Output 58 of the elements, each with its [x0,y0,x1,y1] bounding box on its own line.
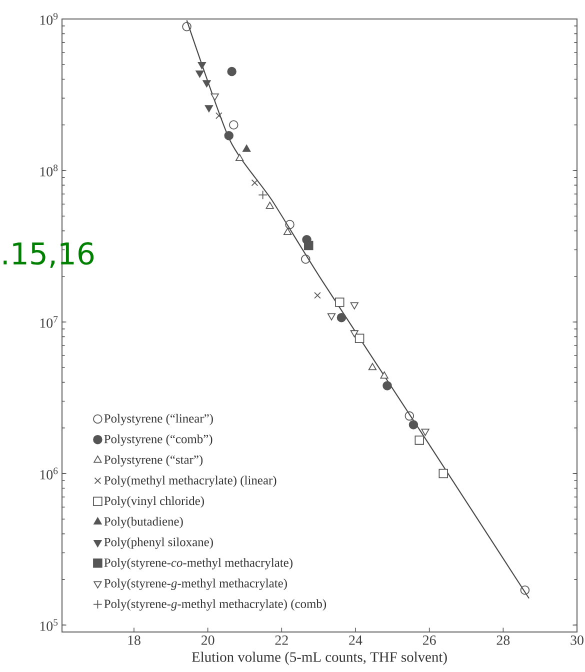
legend-label: Poly(phenyl siloxane) [104,537,213,549]
legend-label: Poly(butadiene) [104,516,183,528]
legend-label: Polystyrene (“star”) [104,455,203,466]
point [382,381,392,390]
legend-label: Poly(styrene-g-methyl methacrylate) [104,578,287,590]
point [285,220,294,230]
x-tick-label: 30 [570,636,584,645]
point [229,120,238,130]
y-tick-label: 10$^{7}$ [40,316,58,328]
point [438,468,448,478]
point [266,202,274,209]
x-tick-label: 24 [349,636,362,645]
y-tick-label: 10$^{5}$ [40,619,58,631]
x-tick-label: 20 [201,636,214,645]
point [404,411,414,421]
point [202,80,211,88]
legend-label: Poly(methyl methacrylate) (linear) [104,476,276,488]
x-tick-label: 22 [275,636,288,645]
point [368,363,377,370]
point [350,302,358,310]
point [182,22,192,32]
point [414,436,424,445]
point [283,228,292,236]
point [198,62,206,70]
legend-label: Poly(styrene-co-methyl methacrylate) [104,558,292,570]
point [236,154,244,162]
point [408,420,418,430]
point [520,586,530,595]
point [380,371,388,379]
point [336,312,346,322]
y-tick-label: 10$^{6}$ [40,468,58,480]
point [242,144,251,152]
legend-label: Polystyrene (“linear”) [104,414,213,426]
legend-label: Poly(vinyl chloride) [104,496,204,508]
point [301,254,310,264]
point [215,112,222,120]
point [204,105,214,112]
x-axis-title: Elution volume (5-mL counts, THF solvent) [192,652,447,665]
point [421,428,430,436]
point [224,130,234,140]
point [210,94,219,101]
point [327,313,336,320]
legend-label: Polystyrene (“comb”) [104,434,212,446]
point [334,298,344,307]
point [251,179,258,186]
point [304,240,314,250]
point [227,66,236,76]
y-tick-label: 10$^{9}$ [40,13,58,25]
point [350,330,358,338]
y-tick-label: 10$^{8}$ [40,164,58,176]
point [314,292,321,299]
legend-label: Poly(styrene-g-methyl methacrylate) (comb) [104,599,326,611]
x-tick-label: 28 [496,636,510,645]
point [354,334,364,344]
x-tick-label: 26 [422,636,436,645]
point [196,70,204,78]
x-tick-label: 18 [128,636,140,645]
point [258,190,268,200]
